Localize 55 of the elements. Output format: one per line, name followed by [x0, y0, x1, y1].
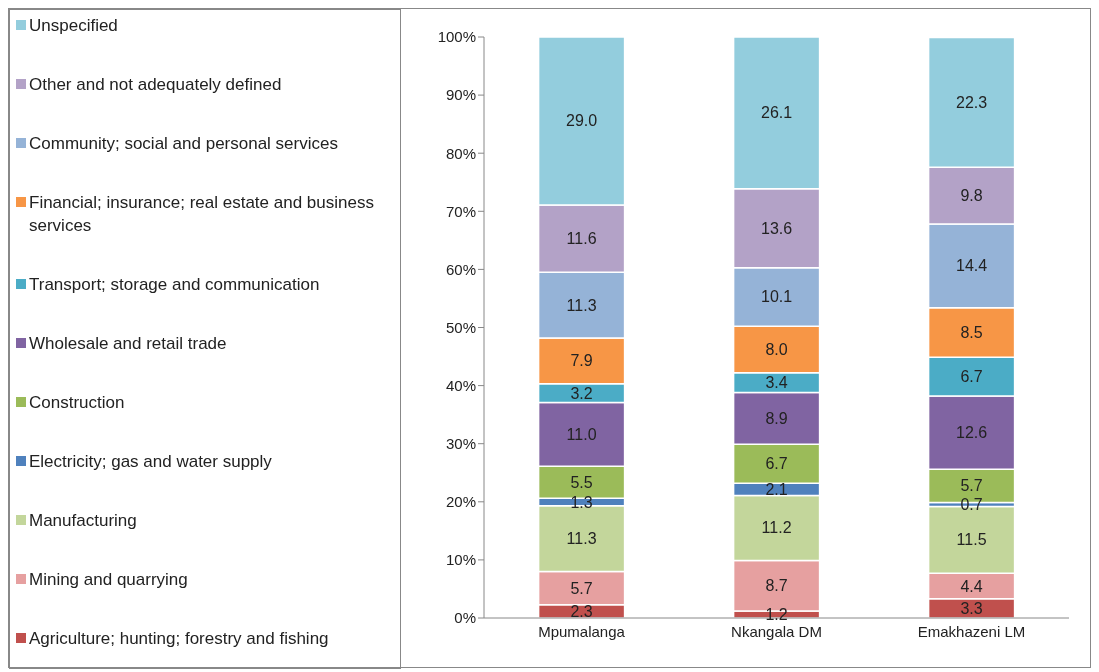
data-label: 6.7: [765, 455, 788, 473]
data-label: 2.3: [570, 602, 593, 620]
legend-label: Transport; storage and communication: [29, 274, 320, 296]
data-label: 6.7: [960, 368, 983, 386]
data-label: 8.0: [765, 341, 788, 359]
data-label: 3.4: [765, 374, 788, 392]
x-tick-label: Nkangala DM: [731, 622, 822, 640]
data-label: 7.9: [570, 352, 593, 370]
data-label: 11.3: [566, 296, 597, 314]
y-tick-label: 0%: [454, 609, 476, 627]
x-tick-label: Emakhazeni LM: [917, 622, 1026, 640]
y-tick-label: 80%: [445, 144, 476, 162]
data-label: 5.7: [960, 477, 983, 495]
data-label: 2.1: [765, 480, 788, 498]
data-label: 8.5: [960, 323, 983, 341]
data-label: 8.7: [765, 577, 788, 595]
y-tick-label: 40%: [445, 376, 476, 394]
data-label: 11.0: [566, 425, 597, 443]
data-label: 13.6: [761, 219, 793, 237]
data-label: 10.1: [761, 288, 793, 306]
y-tick-label: 90%: [445, 86, 476, 104]
y-tick-label: 20%: [445, 493, 476, 511]
data-label: 5.7: [570, 579, 593, 597]
y-tick-label: 30%: [445, 435, 476, 453]
data-label: 11.3: [566, 530, 597, 548]
y-tick-label: 60%: [445, 260, 476, 278]
legend-label: Wholesale and retail trade: [29, 333, 227, 355]
data-label: 8.9: [765, 409, 788, 427]
y-tick-label: 70%: [445, 202, 476, 220]
data-label: 11.2: [761, 519, 792, 537]
data-label: 22.3: [956, 93, 988, 111]
legend-label: Construction: [29, 392, 125, 414]
data-label: 29.0: [566, 112, 598, 130]
data-label: 9.8: [960, 187, 983, 205]
legend-label: Manufacturing: [29, 510, 137, 532]
legend-label: Other and not adequately defined: [29, 74, 282, 96]
data-label: 4.4: [960, 577, 983, 595]
legend-label: Agriculture; hunting; forestry and fishing: [29, 628, 329, 650]
data-label: 5.5: [570, 473, 593, 491]
y-tick-label: 10%: [445, 551, 476, 569]
data-label: 14.4: [956, 257, 988, 275]
legend-label: Unspecified: [29, 15, 118, 37]
data-label: 26.1: [761, 104, 793, 122]
legend-label: Mining and quarrying: [29, 569, 188, 591]
data-label: 3.3: [960, 599, 983, 617]
data-label: 11.5: [956, 531, 987, 549]
data-label: 11.6: [566, 230, 597, 248]
data-label: 12.6: [956, 424, 988, 442]
data-label: 3.2: [570, 384, 593, 402]
legend-label: Financial; insurance; real estate and business services: [29, 192, 375, 237]
y-tick-label: 100%: [437, 28, 476, 46]
legend-label: Community; social and personal services: [29, 133, 338, 155]
legend-label: Electricity; gas and water supply: [29, 451, 272, 473]
x-tick-label: Mpumalanga: [538, 622, 626, 640]
y-tick-label: 50%: [445, 318, 476, 336]
